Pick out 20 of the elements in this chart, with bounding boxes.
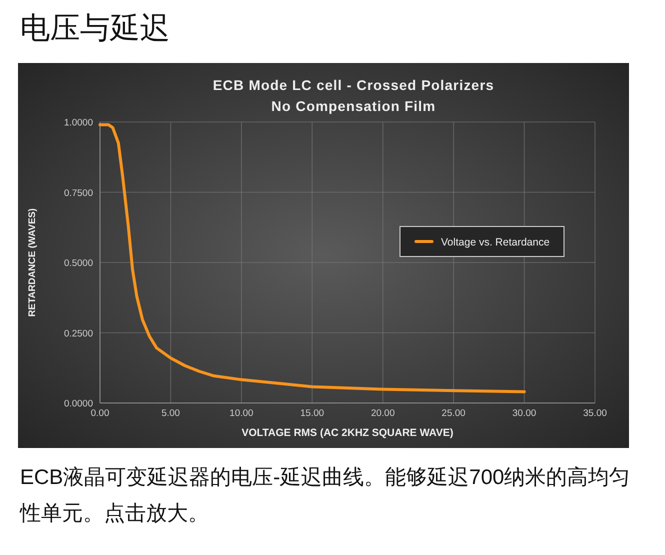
chart-title: ECB Mode LC cell - Crossed Polarizers — [212, 77, 494, 93]
legend-label: Voltage vs. Retardance — [441, 236, 550, 248]
y-tick-label: 0.0000 — [64, 398, 93, 410]
text: 电压与延迟 — [20, 11, 170, 47]
y-tick-label: 0.5000 — [64, 258, 93, 269]
x-tick-label: 15.00 — [300, 408, 324, 419]
x-tick-label: 20.00 — [370, 408, 395, 419]
x-tick-label: 10.00 — [230, 408, 254, 419]
y-tick-label: 1.0000 — [64, 118, 93, 128]
x-tick-label: 30.00 — [512, 408, 536, 419]
x-tick-label: 0.00 — [90, 408, 110, 419]
y-tick-label: 0.7500 — [64, 188, 93, 199]
x-tick-label: 35.00 — [583, 408, 607, 419]
x-tick-label: 5.00 — [161, 408, 180, 419]
chart-subtitle: No Compensation Film — [271, 98, 436, 114]
x-axis-title: VOLTAGE RMS (AC 2KHZ SQUARE WAVE) — [242, 427, 454, 439]
y-axis-title: RETARDANCE (WAVES) — [27, 208, 38, 317]
x-tick-label: 25.00 — [442, 408, 466, 419]
text: ECB液晶可变延迟器的电压-延迟曲线。能够延迟700纳米的高均匀性单元。点击放大。 — [20, 465, 632, 527]
y-tick-label: 0.2500 — [64, 328, 93, 340]
